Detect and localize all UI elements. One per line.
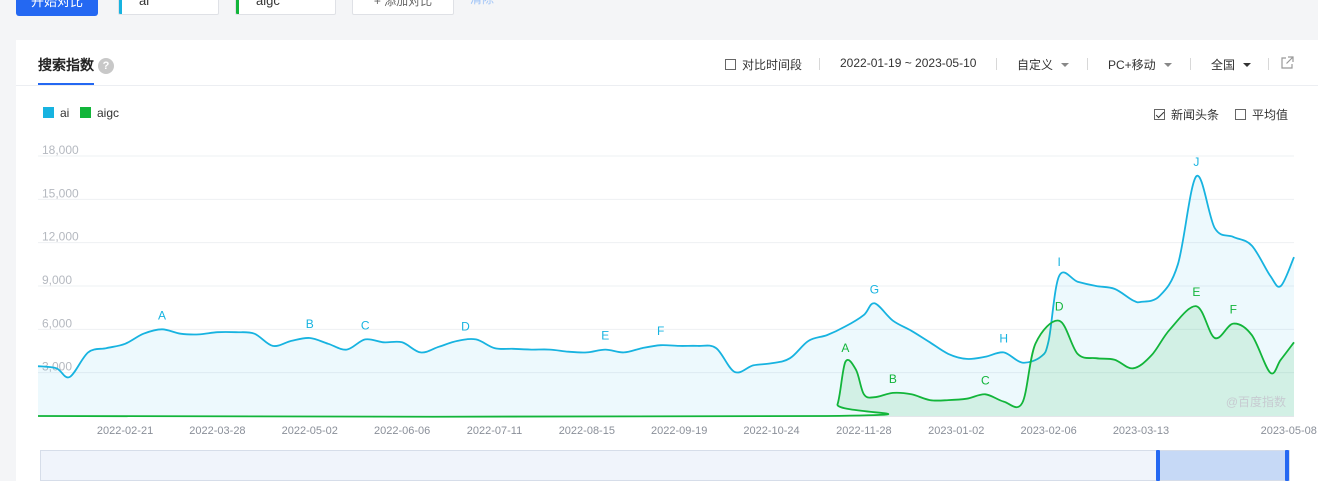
x-tick-label: 2022-09-19	[651, 425, 707, 437]
legend-item-aigc[interactable]: aigc	[80, 106, 119, 120]
checkbox-icon	[1154, 109, 1165, 120]
caret-down-icon	[1061, 63, 1070, 67]
news-label: 新闻头条	[1171, 108, 1220, 122]
range-mode-label: 自定义	[1017, 58, 1054, 72]
series-line-aigc	[37, 305, 1295, 418]
x-tick-label: 2022-03-28	[189, 425, 245, 437]
y-tick-label: 3,000	[42, 360, 72, 374]
divider	[1190, 58, 1191, 70]
x-tick-label: 2022-10-24	[743, 425, 799, 437]
x-tick-label: 2023-05-08	[1261, 425, 1317, 437]
region-label: 全国	[1211, 58, 1236, 72]
y-tick-label: 15,000	[42, 186, 79, 200]
compare-period-checkbox[interactable]: 对比时间段	[725, 56, 802, 73]
annotation-ai-G: G	[870, 282, 879, 296]
x-tick-label: 2023-02-06	[1020, 425, 1076, 437]
legend-swatch	[43, 107, 54, 118]
external-link-icon[interactable]	[1279, 55, 1295, 71]
caret-down-icon	[1163, 63, 1172, 67]
keyword-color-bar	[119, 0, 122, 14]
annotation-ai-F: F	[657, 324, 664, 338]
annotation-aigc-C: C	[981, 373, 990, 387]
x-tick-label: 2023-03-13	[1113, 425, 1169, 437]
annotation-ai-A: A	[158, 308, 166, 322]
region-dropdown[interactable]: 全国	[1211, 56, 1252, 73]
y-tick-label: 6,000	[42, 316, 72, 330]
divider	[1087, 58, 1088, 70]
divider	[996, 58, 997, 70]
annotation-ai-J: J	[1193, 155, 1199, 169]
legend-item-ai[interactable]: ai	[43, 106, 69, 120]
device-dropdown[interactable]: PC+移动	[1108, 56, 1172, 73]
series-area-ai	[38, 175, 1294, 416]
legend-label: ai	[60, 106, 70, 120]
annotation-aigc-B: B	[889, 372, 897, 386]
x-tick-label: 2022-08-15	[559, 425, 615, 437]
y-tick-label: 18,000	[42, 143, 79, 157]
annotation-ai-B: B	[306, 317, 314, 331]
clear-link[interactable]: 清除	[470, 0, 494, 7]
device-label: PC+移动	[1108, 58, 1156, 72]
search-index-panel: 搜索指数? 对比时间段 2022-01-19 ~ 2023-05-10 自定义 …	[16, 40, 1318, 481]
average-label: 平均值	[1252, 108, 1289, 122]
tab-search-index[interactable]: 搜索指数?	[38, 55, 114, 75]
annotation-ai-C: C	[361, 318, 370, 332]
keyword-chip-aigc[interactable]: aigc	[235, 0, 336, 15]
range-slider-selection[interactable]	[1158, 451, 1289, 480]
x-tick-label: 2022-06-06	[374, 425, 430, 437]
range-slider-left-handle[interactable]	[1156, 450, 1160, 481]
annotation-ai-D: D	[461, 319, 470, 333]
caret-down-icon	[1243, 63, 1252, 67]
checkbox-icon	[725, 59, 736, 70]
annotation-aigc-A: A	[841, 341, 849, 355]
annotation-aigc-D: D	[1055, 300, 1064, 314]
range-mode-dropdown[interactable]: 自定义	[1017, 56, 1070, 73]
compare-period-label: 对比时间段	[742, 58, 803, 72]
series-line-ai	[37, 175, 1295, 379]
divider	[16, 85, 1318, 86]
annotation-ai-E: E	[601, 329, 609, 343]
date-range-picker[interactable]: 2022-01-19 ~ 2023-05-10	[840, 56, 977, 70]
news-checkbox[interactable]: 新闻头条	[1154, 106, 1219, 123]
annotation-aigc-F: F	[1230, 303, 1237, 317]
range-slider[interactable]	[40, 450, 1290, 481]
range-slider-right-handle[interactable]	[1285, 450, 1289, 481]
keyword-label: ai	[139, 0, 150, 8]
chart-watermark: @百度指数	[1226, 394, 1286, 409]
annotation-aigc-E: E	[1192, 285, 1200, 299]
x-tick-label: 2022-02-21	[97, 425, 153, 437]
average-checkbox[interactable]: 平均值	[1235, 106, 1288, 123]
keyword-color-bar	[236, 0, 239, 14]
add-compare-button[interactable]: + 添加对比	[352, 0, 454, 15]
x-tick-label: 2023-01-02	[928, 425, 984, 437]
start-compare-button[interactable]: 开始对比	[16, 0, 98, 16]
annotation-ai-I: I	[1057, 255, 1060, 269]
help-icon[interactable]: ?	[98, 58, 114, 74]
checkbox-icon	[1235, 109, 1246, 120]
tab-label: 搜索指数	[38, 57, 94, 73]
x-tick-label: 2022-05-02	[282, 425, 338, 437]
y-tick-label: 12,000	[42, 230, 79, 244]
legend-label: aigc	[97, 106, 120, 120]
tab-active-indicator	[38, 83, 94, 85]
annotation-ai-H: H	[999, 331, 1008, 345]
y-tick-label: 9,000	[42, 273, 72, 287]
keyword-chip-ai[interactable]: ai	[118, 0, 219, 15]
legend-swatch	[80, 107, 91, 118]
x-tick-label: 2022-07-11	[467, 425, 522, 437]
x-tick-label: 2022-11-28	[836, 425, 891, 437]
divider	[819, 58, 820, 70]
divider	[1268, 58, 1269, 70]
series-area-aigc	[38, 306, 1294, 417]
keyword-label: aigc	[256, 0, 280, 8]
keyword-toolbar: 开始对比 ai aigc + 添加对比 清除	[0, 0, 1318, 30]
